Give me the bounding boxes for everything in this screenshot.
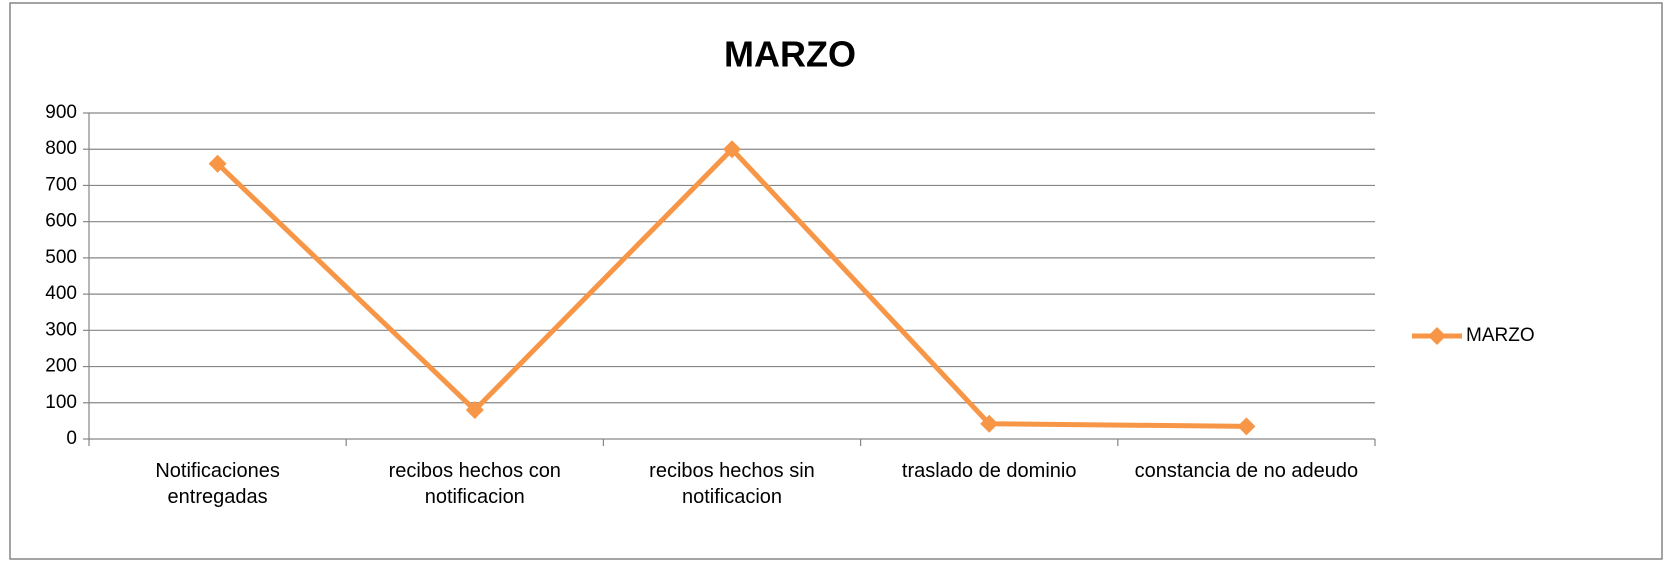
marker (723, 140, 741, 159)
x-tick-label: recibos hechos con notificacion (388, 460, 561, 508)
legend-label: MARZO (1466, 325, 1535, 346)
x-tick-label: Notificaciones entregadas (155, 460, 280, 508)
y-tick-label: 400 (45, 283, 77, 304)
y-tick-label: 200 (45, 356, 77, 377)
y-tick-label: 600 (45, 211, 77, 232)
marker (465, 401, 484, 420)
y-tick-label: 800 (45, 138, 77, 159)
x-tick-label: constancia de no adeudo (1134, 460, 1359, 482)
marker (208, 154, 227, 173)
y-tick-label: 300 (45, 319, 77, 340)
x-tick-label: recibos hechos sin notificacion (649, 460, 815, 508)
y-tick-label: 0 (66, 428, 77, 449)
marker (980, 414, 999, 433)
y-tick-label: 900 (45, 102, 77, 123)
chart-title: MARZO (724, 34, 856, 75)
legend-marker (1428, 327, 1446, 345)
y-tick-label: 700 (45, 174, 77, 195)
x-tick-label: traslado de dominio (901, 460, 1077, 482)
chart-border (9, 2, 1663, 560)
y-tick-label: 500 (45, 247, 77, 268)
marker (1237, 417, 1256, 436)
y-tick-label: 100 (45, 392, 77, 413)
